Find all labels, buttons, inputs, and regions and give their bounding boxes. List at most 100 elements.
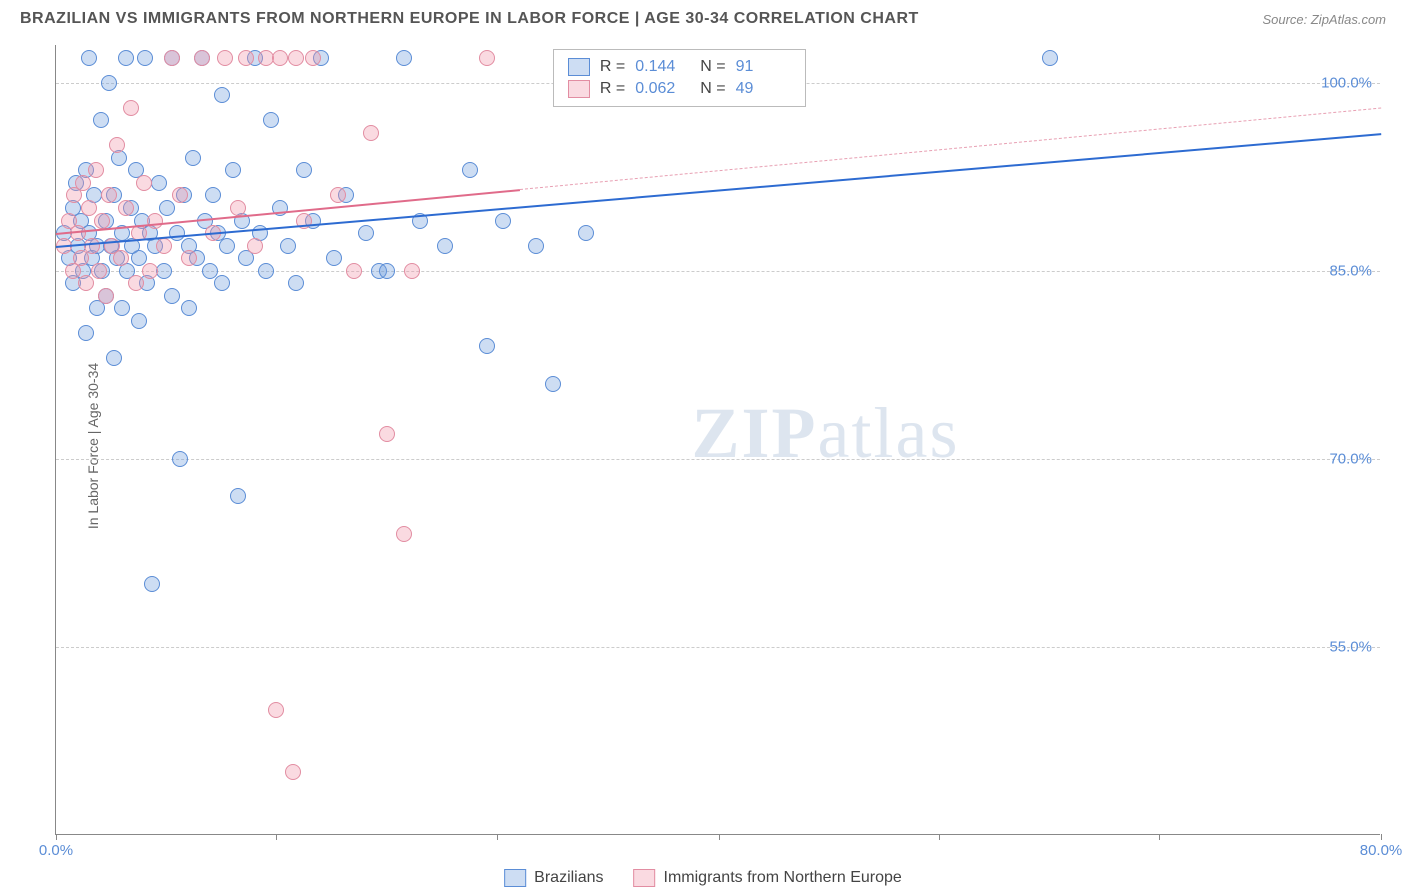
data-point bbox=[495, 213, 511, 229]
data-point bbox=[330, 187, 346, 203]
data-point bbox=[172, 187, 188, 203]
data-point bbox=[101, 187, 117, 203]
gridline-h bbox=[56, 647, 1380, 648]
legend-label: Immigrants from Northern Europe bbox=[664, 869, 902, 887]
data-point bbox=[379, 263, 395, 279]
data-point bbox=[164, 288, 180, 304]
data-point bbox=[219, 238, 235, 254]
x-tick-mark bbox=[1159, 834, 1160, 840]
data-point bbox=[280, 238, 296, 254]
data-point bbox=[101, 75, 117, 91]
data-point bbox=[159, 200, 175, 216]
swatch-brazilians-icon bbox=[504, 869, 526, 887]
data-point bbox=[185, 150, 201, 166]
data-point bbox=[123, 100, 139, 116]
data-point bbox=[296, 162, 312, 178]
data-point bbox=[379, 426, 395, 442]
data-point bbox=[93, 112, 109, 128]
data-point bbox=[151, 175, 167, 191]
data-point bbox=[156, 238, 172, 254]
data-point bbox=[75, 175, 91, 191]
data-point bbox=[247, 238, 263, 254]
data-point bbox=[98, 288, 114, 304]
x-tick-label: 80.0% bbox=[1360, 842, 1403, 859]
legend-row: R =0.144N =91 bbox=[568, 56, 791, 78]
data-point bbox=[230, 488, 246, 504]
data-point bbox=[288, 275, 304, 291]
x-tick-mark bbox=[56, 834, 57, 840]
data-point bbox=[128, 275, 144, 291]
data-point bbox=[479, 338, 495, 354]
legend-r-value: 0.062 bbox=[635, 80, 690, 98]
x-tick-mark bbox=[1381, 834, 1382, 840]
legend-item-immigrants: Immigrants from Northern Europe bbox=[634, 869, 902, 887]
data-point bbox=[136, 175, 152, 191]
data-point bbox=[164, 50, 180, 66]
legend-n-value: 91 bbox=[736, 58, 791, 76]
legend-label: Brazilians bbox=[534, 869, 603, 887]
watermark: ZIPatlas bbox=[692, 392, 960, 475]
y-tick-label: 70.0% bbox=[1329, 450, 1372, 467]
legend-n-label: N = bbox=[700, 58, 725, 76]
data-point bbox=[230, 200, 246, 216]
data-point bbox=[78, 275, 94, 291]
x-tick-label: 0.0% bbox=[39, 842, 73, 859]
data-point bbox=[396, 526, 412, 542]
legend-item-brazilians: Brazilians bbox=[504, 869, 603, 887]
trend-line bbox=[520, 108, 1381, 191]
data-point bbox=[404, 263, 420, 279]
x-tick-mark bbox=[276, 834, 277, 840]
legend-r-value: 0.144 bbox=[635, 58, 690, 76]
data-point bbox=[84, 238, 100, 254]
data-point bbox=[181, 250, 197, 266]
data-point bbox=[131, 313, 147, 329]
data-point bbox=[363, 125, 379, 141]
data-point bbox=[172, 451, 188, 467]
data-point bbox=[288, 50, 304, 66]
data-point bbox=[462, 162, 478, 178]
chart-title: BRAZILIAN VS IMMIGRANTS FROM NORTHERN EU… bbox=[20, 10, 919, 28]
data-point bbox=[106, 350, 122, 366]
legend-bottom: Brazilians Immigrants from Northern Euro… bbox=[504, 869, 902, 887]
data-point bbox=[78, 325, 94, 341]
data-point bbox=[578, 225, 594, 241]
data-point bbox=[81, 50, 97, 66]
x-tick-mark bbox=[939, 834, 940, 840]
data-point bbox=[225, 162, 241, 178]
data-point bbox=[109, 137, 125, 153]
x-tick-mark bbox=[719, 834, 720, 840]
trend-line bbox=[56, 133, 1381, 248]
data-point bbox=[326, 250, 342, 266]
data-point bbox=[396, 50, 412, 66]
legend-swatch-icon bbox=[568, 80, 590, 98]
data-point bbox=[346, 263, 362, 279]
data-point bbox=[94, 213, 110, 229]
legend-swatch-icon bbox=[568, 58, 590, 76]
chart-area: ZIPatlas 55.0%70.0%85.0%100.0%0.0%80.0%R… bbox=[55, 45, 1380, 835]
data-point bbox=[194, 50, 210, 66]
data-point bbox=[137, 50, 153, 66]
data-point bbox=[217, 50, 233, 66]
data-point bbox=[73, 250, 89, 266]
data-point bbox=[88, 162, 104, 178]
chart-container: BRAZILIAN VS IMMIGRANTS FROM NORTHERN EU… bbox=[0, 0, 1406, 892]
gridline-h bbox=[56, 459, 1380, 460]
data-point bbox=[528, 238, 544, 254]
watermark-light: atlas bbox=[818, 393, 960, 473]
data-point bbox=[181, 300, 197, 316]
data-point bbox=[142, 263, 158, 279]
data-point bbox=[214, 87, 230, 103]
data-point bbox=[113, 250, 129, 266]
data-point bbox=[285, 764, 301, 780]
data-point bbox=[118, 50, 134, 66]
data-point bbox=[272, 50, 288, 66]
y-tick-label: 85.0% bbox=[1329, 262, 1372, 279]
data-point bbox=[81, 200, 97, 216]
data-point bbox=[258, 263, 274, 279]
data-point bbox=[91, 263, 107, 279]
legend-top: R =0.144N =91R =0.062N =49 bbox=[553, 49, 806, 107]
data-point bbox=[263, 112, 279, 128]
data-point bbox=[545, 376, 561, 392]
data-point bbox=[358, 225, 374, 241]
y-tick-label: 100.0% bbox=[1321, 74, 1372, 91]
